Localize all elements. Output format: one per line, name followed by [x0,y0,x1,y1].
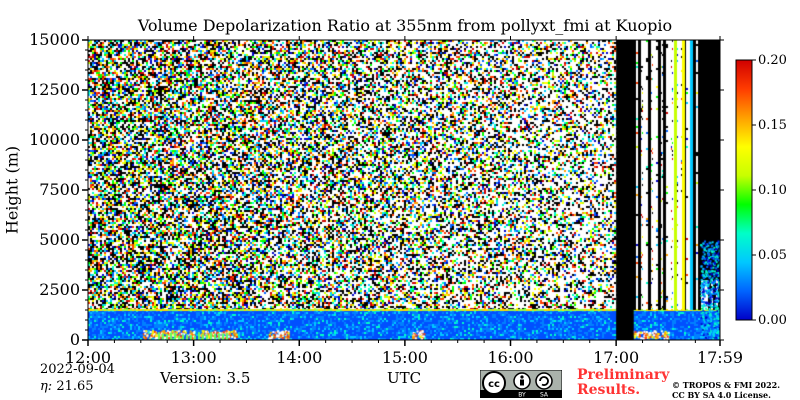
copyright-notice: © TROPOS & FMI 2022. CC BY SA 4.0 License… [672,380,780,400]
heatmap-image [88,40,720,340]
x-tick-label: 12:00 [65,348,111,367]
x-tick-label: 13:00 [171,348,217,367]
x-tick-label: 17:00 [593,348,639,367]
colorbar-tick-label: 0.20 [758,53,787,68]
colorbar-bar [735,59,753,321]
date-label: 2022-09-04 [40,362,115,377]
y-tick-label: 0 [70,330,80,349]
y-tick-label: 2500 [39,280,80,299]
y-tick-label: 10000 [29,130,80,149]
svg-text:cc: cc [488,379,500,390]
axes: 12:00 13:00 14:00 15:00 16:00 17:00 17:59 0 2500… [29,30,743,367]
version-label: Version: 3.5 [160,369,251,387]
cc-by-sa-icon: cc BY SA [480,370,562,398]
copyright-line-2: CC BY SA 4.0 License. [672,390,771,400]
eta-label: η: 21.65 [40,379,94,394]
colorbar-tick-label: 0.00 [758,313,787,328]
svg-text:BY: BY [518,392,526,399]
colorbar-tick-label: 0.05 [758,248,787,263]
eta-value: 21.65 [56,379,94,394]
x-tick-label: 14:00 [276,348,322,367]
plot-area [87,39,721,341]
x-tick-label: 15:00 [382,348,428,367]
copyright-line-1: © TROPOS & FMI 2022. [672,380,781,390]
y-axis-label: Height (m) [2,145,22,235]
y-tick-label: 7500 [39,180,80,199]
colorbar: 0.00 0.05 0.10 0.15 0.20 [735,53,787,328]
chart-title: Volume Depolarization Ratio at 355nm fro… [137,16,673,35]
y-tick-label: 15000 [29,30,80,49]
y-tick-label: 5000 [39,230,80,249]
preliminary-line-2: Results. [577,382,641,398]
eta-symbol: η: [40,379,53,394]
x-tick-label: 17:59 [697,348,743,367]
x-axis-label: UTC [387,369,422,387]
preliminary-notice: Preliminary Results. [577,368,677,398]
y-tick-label: 12500 [29,80,80,99]
svg-text:SA: SA [540,392,549,399]
colorbar-tick-label: 0.15 [758,118,787,133]
x-tick-label: 16:00 [487,348,533,367]
preliminary-line-1: Preliminary [577,367,670,383]
colorbar-tick-label: 0.10 [758,183,787,198]
